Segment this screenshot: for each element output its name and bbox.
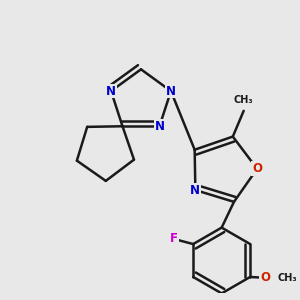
Text: O: O	[260, 271, 270, 284]
Text: CH₃: CH₃	[278, 273, 298, 283]
Text: N: N	[106, 85, 116, 98]
Text: F: F	[170, 232, 178, 245]
Text: N: N	[190, 184, 200, 196]
Text: N: N	[154, 120, 164, 133]
Text: CH₃: CH₃	[234, 95, 254, 105]
Text: N: N	[166, 85, 176, 98]
Text: O: O	[252, 162, 262, 175]
